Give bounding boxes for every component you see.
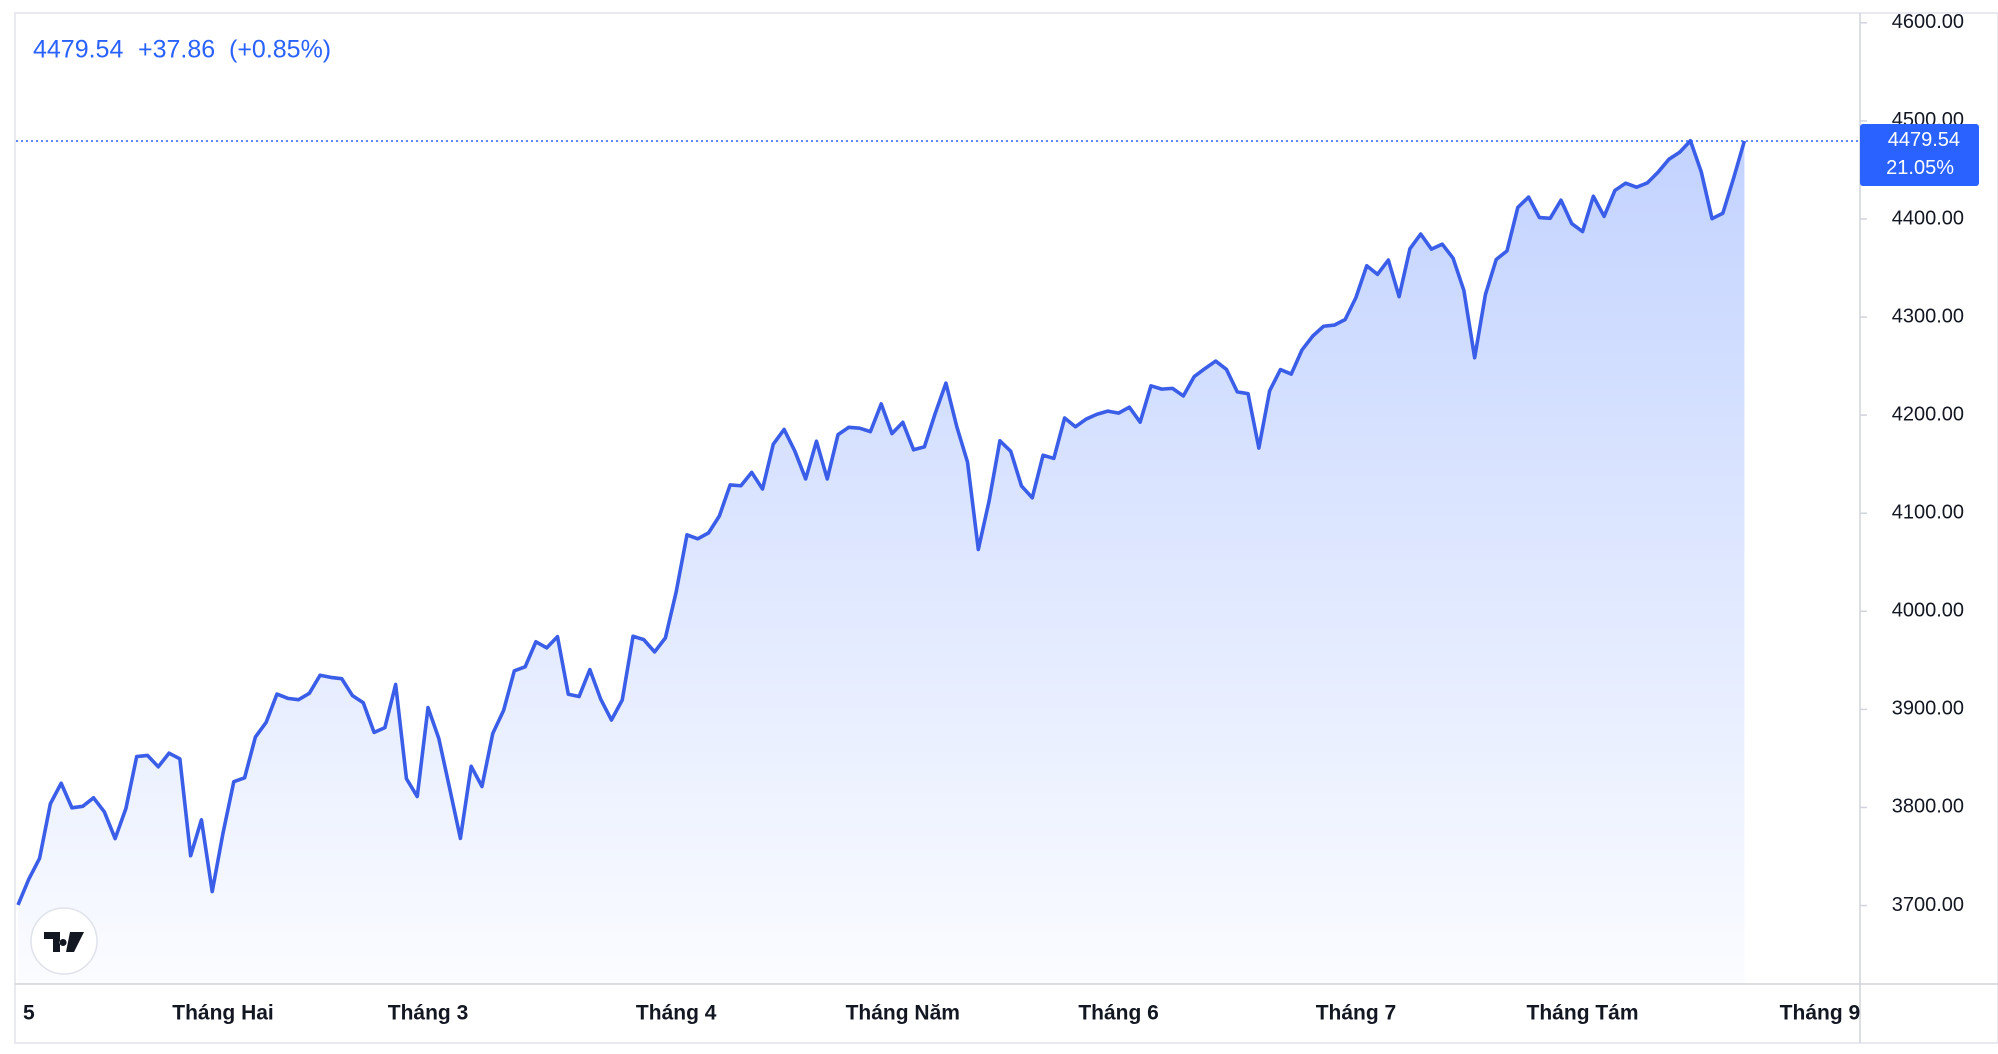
x-tick-label: Tháng Năm xyxy=(846,1002,960,1025)
y-tick-label: 4300.00 xyxy=(1892,305,1964,327)
y-tick-label: 4400.00 xyxy=(1892,207,1964,229)
x-tick-label: Tháng 9 xyxy=(1780,1002,1861,1025)
area-fill xyxy=(18,140,1745,984)
frame xyxy=(14,12,1998,1044)
header-change-pct: (+0.85%) xyxy=(229,36,331,64)
y-tick-label: 4100.00 xyxy=(1892,501,1964,523)
logo-mark xyxy=(44,932,84,952)
y-tick-label: 3700.00 xyxy=(1892,894,1964,916)
x-tick-label: Tháng 4 xyxy=(636,1002,717,1025)
header: 4479.54 +37.86 (+0.85%) xyxy=(33,36,331,64)
y-tick-label: 3900.00 xyxy=(1892,698,1964,720)
x-tick-label: 5 xyxy=(23,1002,35,1025)
x-tick-label: Tháng 3 xyxy=(388,1002,469,1025)
y-tick-label: 4000.00 xyxy=(1892,600,1964,622)
y-axis: 3700.00 3800.00 3900.00 4000.00 4100.00 4200.… xyxy=(1860,11,1964,916)
price-badge-pct: 21.05% xyxy=(1886,157,1954,179)
price-badge-value: 4479.54 xyxy=(1888,129,1960,151)
header-change: +37.86 xyxy=(138,36,215,64)
y-tick-label: 4200.00 xyxy=(1892,403,1964,425)
y-tick-label: 4600.00 xyxy=(1892,11,1964,33)
y-tick-label: 3800.00 xyxy=(1892,796,1964,818)
x-tick-label: Tháng Hai xyxy=(172,1002,274,1025)
header-price: 4479.54 xyxy=(33,36,123,64)
x-axis: 5 Tháng Hai Tháng 3 Tháng 4 Tháng Năm Tháng 6… xyxy=(23,1002,1860,1025)
plot-area xyxy=(16,138,1860,984)
price-badge xyxy=(1860,123,1979,186)
x-tick-label: Tháng 7 xyxy=(1316,1002,1397,1025)
price-line xyxy=(16,138,1747,906)
x-tick-label: Tháng 6 xyxy=(1078,1002,1159,1025)
tradingview-logo[interactable] xyxy=(30,907,98,975)
x-tick-label: Tháng Tám xyxy=(1527,1002,1639,1025)
